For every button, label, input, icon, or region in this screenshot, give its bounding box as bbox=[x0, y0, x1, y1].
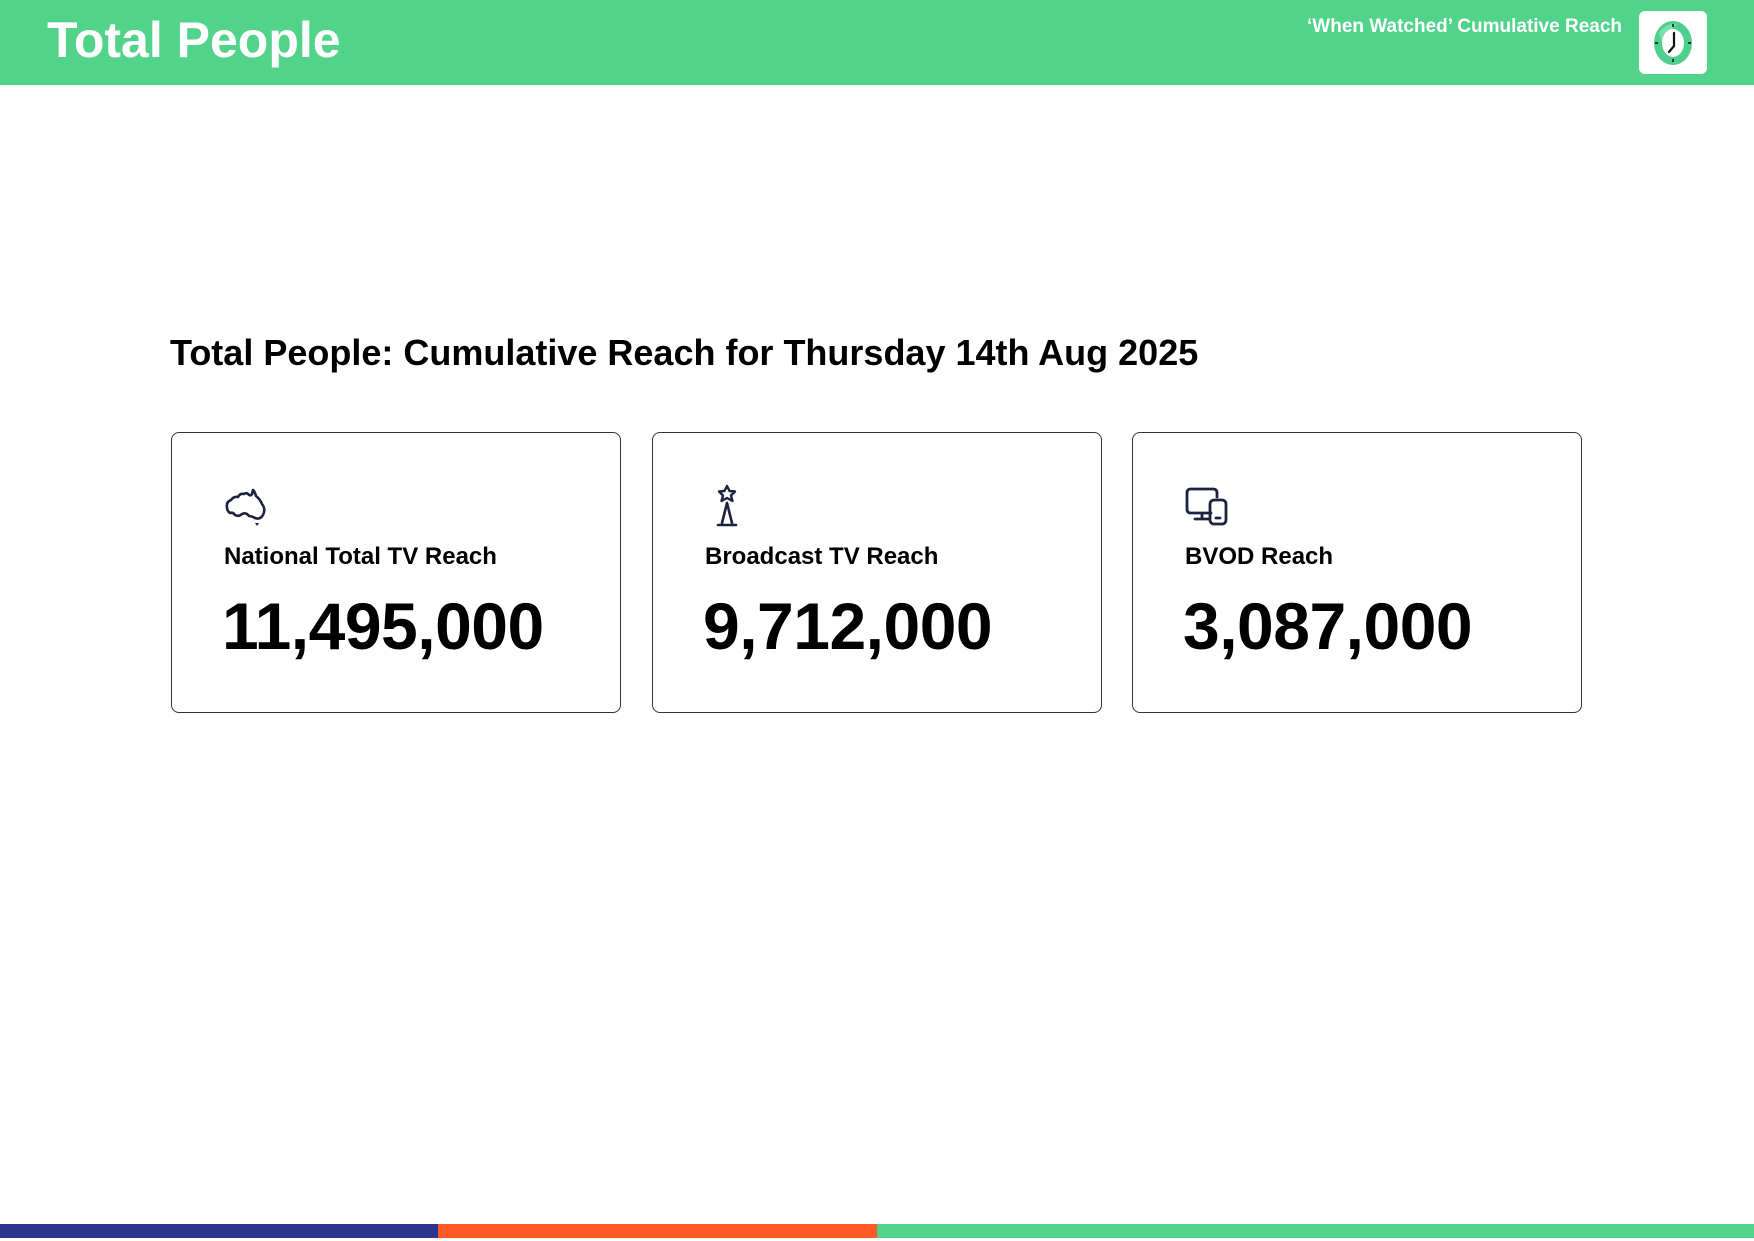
devices-icon bbox=[1185, 487, 1228, 526]
report-subtitle: ‘When Watched’ Cumulative Reach bbox=[1307, 16, 1622, 37]
card-value: 11,495,000 bbox=[222, 589, 544, 663]
card-value: 9,712,000 bbox=[703, 589, 993, 663]
card-label: BVOD Reach bbox=[1185, 543, 1334, 570]
broadcast-tower-icon bbox=[716, 484, 738, 527]
national-total-tv-reach-card: National Total TV Reach 11,495,000 bbox=[171, 432, 621, 713]
footer-segment-green bbox=[877, 1224, 1754, 1238]
card-label: Broadcast TV Reach bbox=[705, 543, 939, 570]
bvod-reach-card: BVOD Reach 3,087,000 bbox=[1132, 432, 1582, 713]
card-value: 3,087,000 bbox=[1183, 589, 1473, 663]
footer-segment-orange bbox=[438, 1224, 877, 1238]
clock-icon bbox=[1654, 20, 1692, 65]
section-heading: Total People: Cumulative Reach for Thurs… bbox=[170, 332, 1199, 373]
header-bar: Total People ‘When Watched’ Cumulative R… bbox=[0, 0, 1754, 85]
page-title: Total People bbox=[47, 12, 341, 68]
footer-color-bar bbox=[0, 1224, 1754, 1238]
report-badge bbox=[1639, 11, 1707, 74]
australia-map-icon bbox=[225, 488, 266, 526]
footer-segment-blue bbox=[0, 1224, 438, 1238]
card-label: National Total TV Reach bbox=[224, 543, 497, 570]
broadcast-tv-reach-card: Broadcast TV Reach 9,712,000 bbox=[652, 432, 1102, 713]
